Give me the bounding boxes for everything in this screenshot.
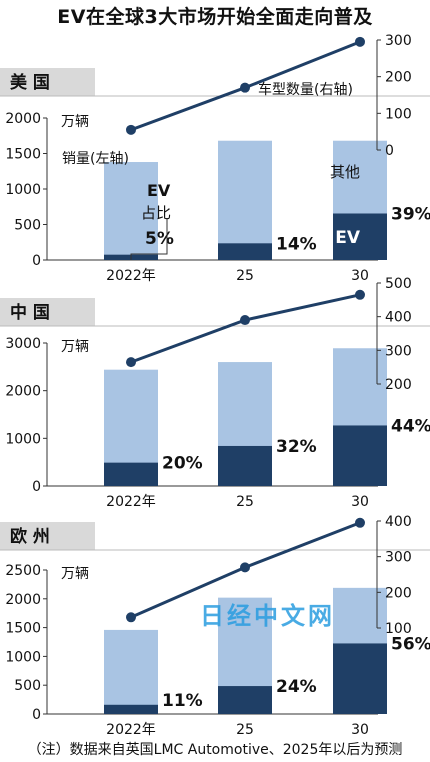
model-count-point bbox=[355, 36, 365, 47]
y-tick-label-left: 2000 bbox=[5, 384, 41, 400]
ev-share-label: 5% bbox=[145, 229, 174, 249]
ev-share-label: 39% bbox=[391, 204, 430, 224]
y-tick-label-left: 2000 bbox=[5, 592, 41, 608]
ev-share-label: 32% bbox=[276, 437, 317, 457]
y-tick-label-left: 1000 bbox=[5, 431, 41, 447]
y-tick-label-right: 300 bbox=[385, 33, 412, 49]
y-tick-label-right: 200 bbox=[385, 377, 412, 393]
unit-label: 万辆 bbox=[61, 339, 89, 355]
model-count-point bbox=[240, 562, 250, 573]
y-tick-label-right: 500 bbox=[385, 276, 412, 292]
y-tick-label-left: 2000 bbox=[5, 111, 41, 127]
bar-ev bbox=[104, 704, 158, 714]
region-label: 中 国 bbox=[10, 302, 50, 323]
model-count-line bbox=[130, 293, 361, 364]
line-series-label: 车型数量(右轴) bbox=[258, 81, 353, 98]
bar-ev bbox=[218, 445, 272, 486]
x-tick-label: 25 bbox=[236, 722, 254, 738]
y-tick-label-left: 1000 bbox=[5, 182, 41, 198]
x-tick-label: 2022年 bbox=[106, 494, 156, 510]
model-count-point bbox=[126, 612, 136, 623]
x-tick-label: 25 bbox=[236, 268, 254, 284]
x-tick-label: 30 bbox=[351, 268, 369, 284]
model-count-point bbox=[126, 357, 136, 368]
y-tick-label-right: 400 bbox=[385, 514, 412, 530]
unit-label: 万辆 bbox=[61, 566, 89, 582]
bar-ev bbox=[333, 643, 387, 714]
y-tick-label-right: 0 bbox=[385, 143, 394, 159]
model-count-point bbox=[240, 315, 250, 326]
y-tick-label-right: 200 bbox=[385, 70, 412, 86]
y-tick-label-left: 0 bbox=[32, 707, 41, 723]
region-label-bg bbox=[0, 68, 95, 96]
y-tick-label-right: 200 bbox=[385, 585, 412, 601]
region-label: 美 国 bbox=[10, 72, 50, 93]
bar-ev bbox=[218, 686, 272, 714]
left-axis-label: 销量(左轴) bbox=[62, 151, 129, 167]
legend-other: 其他 bbox=[330, 163, 360, 181]
y-tick-label-right: 300 bbox=[385, 343, 412, 359]
y-tick-label-right: 300 bbox=[385, 550, 412, 566]
y-tick-label-left: 3000 bbox=[5, 336, 41, 352]
y-tick-label-left: 500 bbox=[14, 678, 41, 694]
y-tick-label-left: 0 bbox=[32, 253, 41, 269]
y-tick-label-left: 1000 bbox=[5, 649, 41, 665]
model-count-point bbox=[240, 82, 250, 93]
bar-ev bbox=[333, 425, 387, 486]
bar-total bbox=[104, 629, 158, 714]
unit-label: 万辆 bbox=[61, 114, 89, 130]
ev-share-leader bbox=[130, 218, 168, 260]
legend-ev: EV bbox=[335, 228, 361, 248]
y-tick-label-right: 400 bbox=[385, 310, 412, 326]
ev-share-label: 11% bbox=[162, 691, 203, 711]
watermark: 日经中文网 bbox=[200, 602, 335, 630]
ev-share-label: 24% bbox=[276, 677, 317, 697]
y-tick-label-left: 1500 bbox=[5, 147, 41, 163]
model-count-point bbox=[355, 517, 365, 528]
y-tick-label-right: 100 bbox=[385, 106, 412, 122]
source-note: （注）数据来自英国LMC Automotive、2025年以后为预测 bbox=[27, 742, 403, 758]
bar-ev bbox=[218, 243, 272, 260]
model-count-point bbox=[355, 289, 365, 300]
y-tick-label-left: 500 bbox=[14, 218, 41, 234]
page-title: EV在全球3大市场开始全面走向普及 bbox=[57, 6, 373, 28]
bar-total bbox=[104, 162, 158, 260]
x-tick-label: 2022年 bbox=[106, 722, 156, 738]
ev-share-label: 14% bbox=[276, 234, 317, 254]
region-label: 欧 州 bbox=[10, 526, 50, 547]
x-tick-label: 30 bbox=[351, 722, 369, 738]
ev-share-title: 占比 bbox=[141, 204, 171, 222]
y-tick-label-left: 2500 bbox=[5, 563, 41, 579]
x-tick-label: 30 bbox=[351, 494, 369, 510]
x-tick-label: 2022年 bbox=[106, 268, 156, 284]
ev-share-label: 56% bbox=[391, 634, 430, 654]
y-tick-label-right: 100 bbox=[385, 621, 412, 637]
y-tick-label-left: 0 bbox=[32, 479, 41, 495]
y-tick-label-left: 1500 bbox=[5, 621, 41, 637]
bar-ev bbox=[104, 462, 158, 486]
ev-share-label: 44% bbox=[391, 416, 430, 436]
region-label-bg bbox=[0, 522, 95, 550]
region-label-bg bbox=[0, 298, 95, 326]
x-tick-label: 25 bbox=[236, 494, 254, 510]
ev-share-title: EV bbox=[147, 181, 171, 200]
bar-total bbox=[218, 140, 272, 260]
ev-share-label: 20% bbox=[162, 454, 203, 474]
bar-ev bbox=[333, 213, 387, 260]
model-count-point bbox=[126, 124, 136, 135]
